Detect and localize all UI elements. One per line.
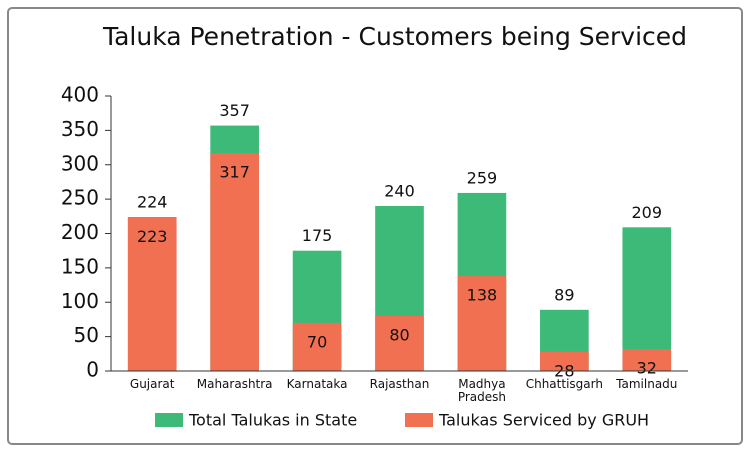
y-tick-label: 100 [61, 289, 99, 313]
y-tick-label: 0 [86, 358, 99, 382]
y-tick-label: 150 [61, 254, 99, 278]
bar [375, 316, 424, 371]
x-tick-label: Karnataka [286, 377, 348, 391]
data-label: 224 [137, 193, 168, 212]
y-tick-label: 350 [61, 117, 99, 141]
data-label: 240 [384, 182, 415, 201]
data-label: 223 [137, 227, 168, 246]
x-tick-label: Gujarat [129, 377, 175, 391]
y-tick-label: 200 [61, 220, 99, 244]
data-label: 32 [637, 359, 657, 378]
data-label: 357 [219, 101, 250, 120]
bar [127, 217, 177, 371]
x-tick-label: Rajasthan [369, 377, 430, 391]
data-label: 138 [467, 286, 498, 305]
data-label: 175 [302, 226, 333, 245]
y-tick-label: 400 [61, 83, 99, 107]
legend-swatch [155, 413, 183, 427]
data-label: 317 [219, 163, 250, 182]
data-label: 209 [632, 203, 663, 222]
bar [540, 351, 589, 371]
data-label: 259 [467, 168, 498, 187]
legend-swatch [405, 413, 433, 427]
x-tick-label: Maharashtra [196, 377, 273, 391]
bar [457, 276, 507, 371]
bar [210, 153, 259, 371]
y-tick-label: 250 [61, 186, 99, 210]
bar [292, 322, 342, 371]
legend-label: Total Talukas in State [188, 411, 357, 430]
x-tick-label: Chhattisgarh [525, 377, 603, 391]
y-tick-label: 50 [74, 323, 99, 347]
y-tick-label: 300 [61, 151, 99, 175]
bar [622, 227, 672, 371]
data-label: 80 [389, 326, 409, 345]
x-tick-label: Madhya Pradesh [457, 377, 506, 404]
data-label: 89 [554, 285, 574, 304]
bar [622, 349, 672, 371]
data-label: 70 [307, 332, 327, 351]
chart-title: Taluka Penetration - Customers being Ser… [102, 22, 687, 51]
x-tick-label: Tamilnadu [616, 377, 678, 391]
legend-label: Talukas Serviced by GRUH [438, 411, 649, 430]
